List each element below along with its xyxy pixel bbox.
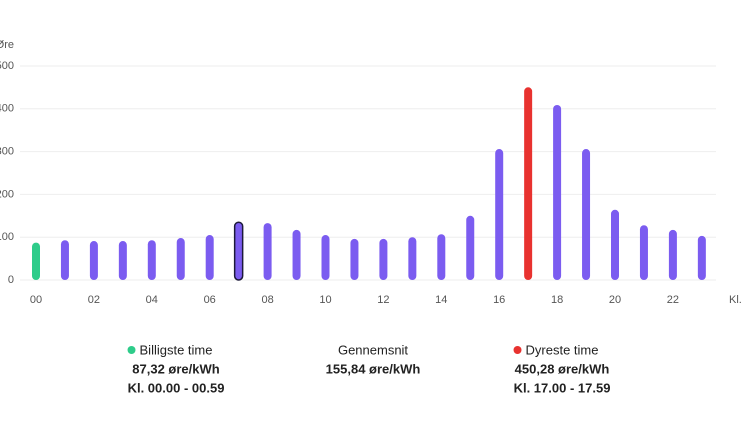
bar bbox=[524, 87, 533, 281]
x-tick-label: 16 bbox=[493, 294, 505, 306]
y-tick-label: 400 bbox=[0, 103, 14, 115]
bar bbox=[408, 237, 417, 280]
x-tick-label: 14 bbox=[435, 294, 447, 306]
legend-dot bbox=[127, 346, 136, 354]
bar bbox=[176, 238, 185, 280]
bar bbox=[263, 223, 272, 280]
bar bbox=[321, 235, 330, 280]
bar bbox=[89, 241, 98, 280]
y-axis-label: Øre bbox=[0, 39, 14, 51]
bar bbox=[233, 221, 244, 281]
summary-value: 450,28 øre/kWh bbox=[515, 361, 610, 376]
bar bbox=[437, 234, 446, 280]
legend-dot bbox=[513, 346, 522, 354]
y-tick-label: 100 bbox=[0, 231, 14, 243]
x-tick-label: 02 bbox=[88, 294, 100, 306]
x-tick-label: 18 bbox=[551, 294, 563, 306]
x-tick-label: 04 bbox=[146, 294, 158, 306]
y-tick-label: 300 bbox=[0, 146, 14, 158]
summary-label: Gennemsnit bbox=[338, 342, 408, 357]
bar bbox=[147, 240, 156, 280]
x-tick-label: 10 bbox=[319, 294, 331, 306]
x-axis-label: Kl. bbox=[729, 294, 742, 306]
x-tick-label: 00 bbox=[30, 294, 42, 306]
bar bbox=[205, 235, 214, 280]
bar bbox=[466, 215, 475, 280]
bar bbox=[495, 149, 504, 280]
x-tick-label: 06 bbox=[204, 294, 216, 306]
bar bbox=[60, 240, 69, 280]
bar bbox=[292, 229, 301, 280]
bar bbox=[379, 238, 388, 280]
summary-period: Kl. 17.00 - 17.59 bbox=[514, 380, 611, 395]
bar bbox=[639, 225, 648, 280]
y-tick-label: 200 bbox=[0, 188, 14, 200]
summary-label: Billigste time bbox=[140, 342, 213, 357]
bar bbox=[118, 241, 127, 280]
bar bbox=[611, 209, 619, 280]
bar bbox=[350, 238, 359, 280]
y-tick-label: 0 bbox=[8, 274, 14, 286]
y-tick-label: 500 bbox=[0, 60, 14, 72]
bar bbox=[668, 229, 677, 280]
bar bbox=[697, 235, 706, 280]
summary-value: 87,32 øre/kWh bbox=[132, 361, 219, 376]
summary-label: Dyreste time bbox=[526, 342, 599, 357]
x-tick-label: 20 bbox=[609, 294, 621, 306]
x-tick-label: 22 bbox=[667, 294, 679, 306]
x-tick-label: 08 bbox=[261, 294, 273, 306]
bar bbox=[582, 149, 591, 280]
x-tick-label: 12 bbox=[377, 294, 389, 306]
bar bbox=[553, 104, 562, 280]
bar bbox=[32, 242, 40, 280]
summary-value: 155,84 øre/kWh bbox=[326, 361, 421, 376]
summary-period: Kl. 00.00 - 00.59 bbox=[128, 380, 225, 395]
